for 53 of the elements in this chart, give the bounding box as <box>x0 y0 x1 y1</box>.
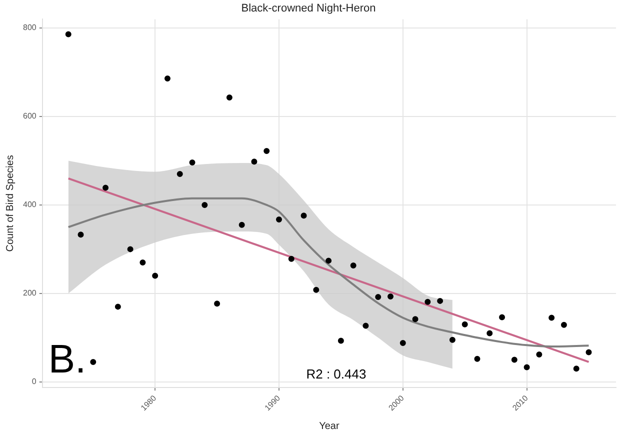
point <box>214 300 220 307</box>
point <box>449 336 456 343</box>
point <box>90 358 96 365</box>
point <box>300 212 307 219</box>
point <box>202 202 208 208</box>
y-tick-label: 600 <box>22 112 37 121</box>
point <box>152 272 158 279</box>
point <box>400 340 406 346</box>
point <box>375 294 382 300</box>
point <box>362 322 369 329</box>
point <box>560 322 567 328</box>
y-tick-label: 800 <box>22 23 37 32</box>
point <box>474 356 480 362</box>
chart-title: Black-crowned Night-Heron <box>241 2 376 15</box>
y-tick-label: 400 <box>22 200 37 210</box>
point <box>573 366 580 372</box>
point <box>326 258 332 264</box>
y-axis-title: Count of Bird Species <box>4 155 16 252</box>
point <box>288 256 294 262</box>
point <box>78 232 84 238</box>
annotation: B. <box>48 338 86 382</box>
point <box>114 304 121 310</box>
point <box>65 31 72 38</box>
point <box>238 222 245 228</box>
point <box>548 314 555 321</box>
point <box>102 184 109 191</box>
point <box>586 349 592 356</box>
point <box>437 298 444 304</box>
point <box>164 75 170 82</box>
point <box>412 316 418 322</box>
annotation: R2 : 0.443 <box>306 366 366 382</box>
point <box>350 262 356 269</box>
point <box>462 321 468 328</box>
point <box>388 294 394 300</box>
point <box>424 298 431 305</box>
point <box>313 286 320 293</box>
point <box>524 364 530 370</box>
point <box>511 356 518 363</box>
point <box>276 216 282 223</box>
point <box>499 314 506 320</box>
y-tick-label: 200 <box>22 288 37 298</box>
y-tick-label: 0 <box>32 377 37 386</box>
point <box>176 171 183 177</box>
point <box>251 158 258 165</box>
point <box>127 246 134 252</box>
point <box>264 148 270 154</box>
point <box>338 338 344 344</box>
point <box>536 351 542 358</box>
x-axis-title: Year <box>319 420 340 432</box>
point <box>226 94 232 100</box>
point <box>189 160 196 166</box>
point <box>486 330 493 336</box>
point <box>140 259 146 266</box>
